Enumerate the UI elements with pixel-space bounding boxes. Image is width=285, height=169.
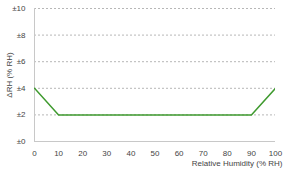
- svg-text:20: 20: [78, 149, 87, 158]
- svg-text:±10: ±10: [12, 4, 26, 13]
- svg-text:70: 70: [199, 149, 208, 158]
- svg-text:±4: ±4: [17, 84, 26, 93]
- svg-text:100: 100: [269, 149, 283, 158]
- svg-text:±2: ±2: [17, 110, 26, 119]
- svg-text:±0: ±0: [17, 137, 26, 146]
- svg-text:80: 80: [223, 149, 232, 158]
- svg-text:90: 90: [247, 149, 256, 158]
- svg-text:60: 60: [175, 149, 184, 158]
- svg-text:ΔRH (% RH): ΔRH (% RH): [5, 52, 14, 98]
- svg-text:Relative Humidity (% RH): Relative Humidity (% RH): [192, 159, 283, 168]
- svg-text:0: 0: [32, 149, 37, 158]
- svg-text:30: 30: [102, 149, 111, 158]
- svg-text:10: 10: [54, 149, 63, 158]
- svg-text:±8: ±8: [17, 31, 26, 40]
- svg-text:±6: ±6: [17, 57, 26, 66]
- svg-text:50: 50: [151, 149, 160, 158]
- svg-text:40: 40: [126, 149, 135, 158]
